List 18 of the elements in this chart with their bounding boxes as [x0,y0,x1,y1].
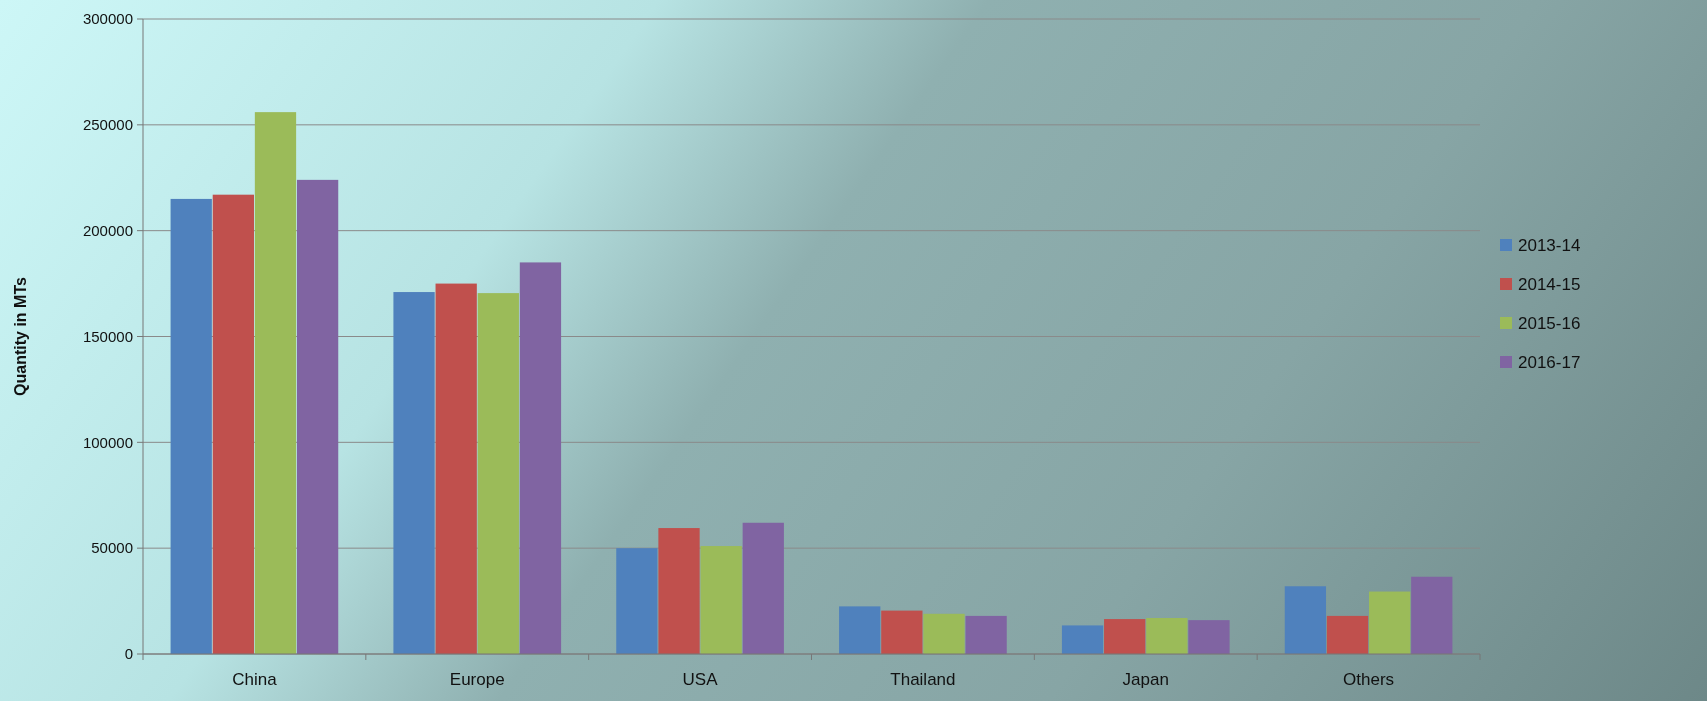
y-tick-label: 100000 [82,433,133,451]
x-tick-label: Others [1343,670,1395,689]
x-tick-label: USA [682,670,719,689]
legend-label: 2016-17 [1518,352,1581,372]
x-tick-label: Japan [1122,670,1169,689]
y-tick-label: 250000 [82,116,133,134]
legend-label: 2015-16 [1518,313,1581,333]
x-tick-label: Thailand [890,670,956,689]
legend-label: 2014-15 [1518,274,1581,294]
y-axis-title: Quantity in MTs [12,276,29,396]
legend-label: 2013-14 [1518,235,1581,255]
x-tick-label: Europe [449,670,505,689]
y-tick-label: 50000 [91,539,133,557]
y-tick-label: 150000 [82,327,133,345]
y-tick-label: 300000 [82,10,133,28]
y-tick-label: 200000 [82,221,133,239]
x-tick-label: China [232,670,278,689]
y-tick-label: 0 [124,645,133,663]
